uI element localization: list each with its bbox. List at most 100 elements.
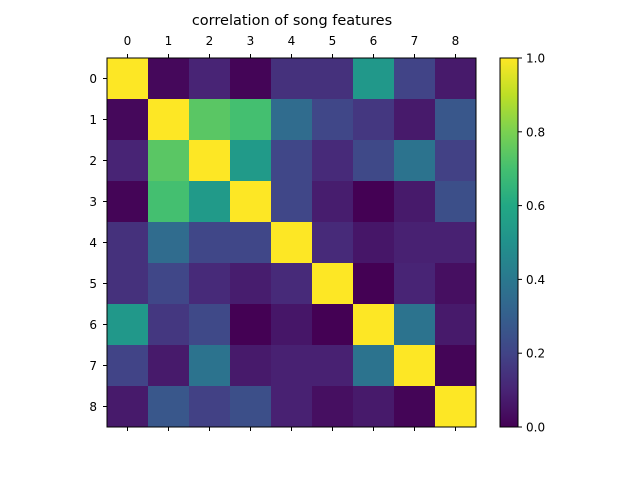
y-tick-label: 6	[89, 318, 97, 332]
heatmap-cell-r8-c6	[353, 386, 395, 428]
heatmap-cell-r2-c0	[107, 140, 149, 182]
heatmap-cells	[107, 58, 477, 428]
heatmap-cell-r0-c6	[353, 58, 395, 100]
heatmap-cell-r7-c3	[230, 345, 272, 387]
heatmap-cell-r3-c1	[148, 181, 190, 223]
heatmap-cell-r5-c4	[271, 263, 313, 305]
y-tick-label: 8	[89, 400, 97, 414]
y-tick-label: 5	[89, 277, 97, 291]
heatmap-cell-r4-c8	[435, 222, 477, 264]
heatmap-cell-r4-c0	[107, 222, 149, 264]
colorbar-tick-label: 0.6	[526, 199, 545, 213]
heatmap-cell-r0-c1	[148, 58, 190, 100]
heatmap-cell-r0-c4	[271, 58, 313, 100]
y-tick-label: 1	[89, 113, 97, 127]
colorbar-ticks: 0.0 0.2 0.4 0.6 0.8 1.0	[518, 52, 545, 435]
heatmap-cell-r6-c4	[271, 304, 313, 346]
heatmap-cell-r0-c8	[435, 58, 477, 100]
heatmap-cell-r6-c3	[230, 304, 272, 346]
heatmap-cell-r6-c2	[189, 304, 231, 346]
heatmap-cell-r7-c6	[353, 345, 395, 387]
heatmap-cell-r1-c2	[189, 99, 231, 141]
heatmap-cell-r0-c2	[189, 58, 231, 100]
heatmap-cell-r5-c0	[107, 263, 149, 305]
heatmap-cell-r1-c7	[394, 99, 436, 141]
y-tick-label: 7	[89, 359, 97, 373]
colorbar-tick-label: 1.0	[526, 52, 545, 66]
x-tick-label: 1	[165, 34, 173, 48]
y-tick-label: 4	[89, 236, 97, 250]
heatmap-cell-r5-c5	[312, 263, 354, 305]
heatmap-cell-r3-c8	[435, 181, 477, 223]
y-axis-ticks: 0 1 2 3 4 5 6 7 8	[89, 72, 107, 414]
heatmap-cell-r7-c2	[189, 345, 231, 387]
heatmap-cell-r3-c2	[189, 181, 231, 223]
heatmap-cell-r7-c7	[394, 345, 436, 387]
heatmap-cell-r7-c4	[271, 345, 313, 387]
heatmap-cell-r8-c4	[271, 386, 313, 428]
heatmap-cell-r2-c2	[189, 140, 231, 182]
heatmap-cell-r3-c5	[312, 181, 354, 223]
heatmap-cell-r8-c8	[435, 386, 477, 428]
y-tick-label: 3	[89, 195, 97, 209]
heatmap-cell-r8-c5	[312, 386, 354, 428]
heatmap-cell-r4-c3	[230, 222, 272, 264]
heatmap-cell-r1-c1	[148, 99, 190, 141]
heatmap-cell-r2-c4	[271, 140, 313, 182]
heatmap-cell-r2-c6	[353, 140, 395, 182]
heatmap-cell-r4-c2	[189, 222, 231, 264]
heatmap-cell-r1-c6	[353, 99, 395, 141]
heatmap-cell-r4-c4	[271, 222, 313, 264]
heatmap-cell-r3-c0	[107, 181, 149, 223]
heatmap-cell-r3-c6	[353, 181, 395, 223]
heatmap-cell-r7-c5	[312, 345, 354, 387]
x-tick-label: 7	[411, 34, 419, 48]
heatmap-cell-r6-c7	[394, 304, 436, 346]
heatmap-cell-r8-c0	[107, 386, 149, 428]
heatmap-cell-r8-c1	[148, 386, 190, 428]
heatmap-cell-r8-c7	[394, 386, 436, 428]
heatmap-cell-r6-c5	[312, 304, 354, 346]
heatmap-cell-r1-c8	[435, 99, 477, 141]
heatmap-cell-r4-c5	[312, 222, 354, 264]
x-tick-label: 2	[206, 34, 214, 48]
colorbar-tick-label: 0.0	[526, 421, 545, 435]
colorbar-tick-label: 0.4	[526, 273, 545, 287]
heatmap-cell-r2-c7	[394, 140, 436, 182]
heatmap-cell-r7-c1	[148, 345, 190, 387]
heatmap-cell-r6-c6	[353, 304, 395, 346]
colorbar-tick-label: 0.2	[526, 347, 545, 361]
heatmap-cell-r5-c1	[148, 263, 190, 305]
heatmap-cell-r2-c5	[312, 140, 354, 182]
heatmap-cell-r0-c0	[107, 58, 149, 100]
x-axis-ticks: 0 1 2 3 4 5 6 7 8	[124, 34, 459, 431]
heatmap-cell-r8-c3	[230, 386, 272, 428]
heatmap-cell-r0-c5	[312, 58, 354, 100]
heatmap-cell-r1-c3	[230, 99, 272, 141]
heatmap-cell-r6-c8	[435, 304, 477, 346]
heatmap-cell-r0-c3	[230, 58, 272, 100]
y-tick-label: 2	[89, 154, 97, 168]
heatmap-cell-r2-c8	[435, 140, 477, 182]
heatmap-cell-r5-c3	[230, 263, 272, 305]
heatmap-cell-r4-c7	[394, 222, 436, 264]
heatmap-cell-r5-c7	[394, 263, 436, 305]
x-tick-label: 6	[370, 34, 378, 48]
heatmap-cell-r3-c3	[230, 181, 272, 223]
colorbar	[499, 57, 519, 428]
heatmap-cell-r1-c0	[107, 99, 149, 141]
heatmap-cell-r7-c0	[107, 345, 149, 387]
heatmap-cell-r3-c4	[271, 181, 313, 223]
colorbar-tick-label: 0.8	[526, 125, 545, 139]
heatmap-cell-r8-c2	[189, 386, 231, 428]
x-tick-label: 5	[329, 34, 337, 48]
x-tick-label: 3	[247, 34, 255, 48]
heatmap-cell-r5-c6	[353, 263, 395, 305]
heatmap-cell-r4-c6	[353, 222, 395, 264]
y-tick-label: 0	[89, 72, 97, 86]
heatmap-cell-r6-c1	[148, 304, 190, 346]
x-tick-label: 4	[288, 34, 296, 48]
heatmap-cell-r7-c8	[435, 345, 477, 387]
heatmap-cell-r3-c7	[394, 181, 436, 223]
